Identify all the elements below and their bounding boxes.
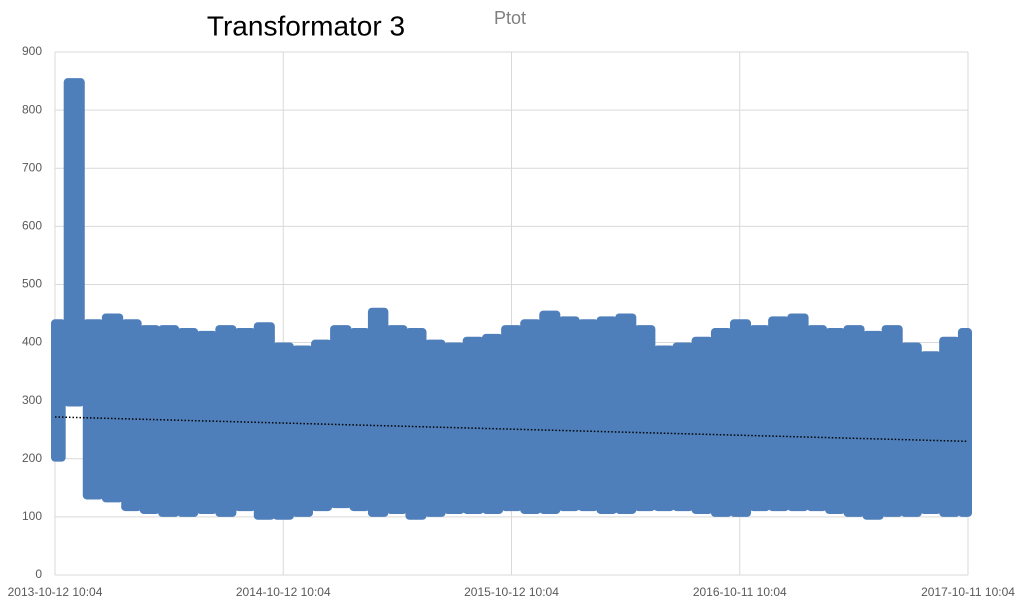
range-bar: [862, 330, 884, 520]
x-tick-label: 2016-10-11 10:04: [693, 585, 787, 599]
range-bar: [482, 333, 504, 514]
range-bar: [749, 325, 771, 512]
x-tick-label: 2015-10-12 10:04: [464, 585, 559, 599]
range-bar: [215, 325, 237, 517]
range-bar: [501, 325, 523, 512]
y-tick-label: 600: [22, 219, 42, 233]
x-tick-label: 2013-10-12 10:04: [8, 585, 103, 599]
range-bar: [349, 328, 370, 512]
range-bar: [121, 319, 142, 512]
range-bar: [291, 345, 314, 517]
x-tick-label: 2014-10-12 10:04: [236, 585, 331, 599]
range-bar: [82, 319, 104, 500]
y-tick-label: 100: [22, 509, 42, 523]
range-bar: [634, 325, 656, 512]
range-bar: [101, 313, 124, 503]
range-bar: [596, 316, 618, 514]
range-bar: [424, 339, 446, 517]
y-tick-label: 700: [22, 160, 42, 174]
range-bar: [577, 319, 599, 512]
range-bar: [768, 316, 790, 512]
y-tick-label: 900: [22, 44, 42, 58]
range-bar: [710, 328, 732, 517]
y-tick-label: 0: [35, 567, 42, 581]
range-bar: [806, 325, 828, 512]
range-bar: [177, 328, 199, 517]
range-bar: [672, 342, 694, 512]
range-bar: [520, 319, 542, 514]
range-bar: [196, 330, 218, 514]
range-bar: [653, 345, 675, 512]
range-bar: [234, 328, 256, 512]
range-bar: [881, 325, 903, 517]
range-bar: [558, 316, 580, 512]
range-bar: [919, 351, 942, 514]
range-bar: [539, 310, 561, 514]
range-bar: [51, 319, 66, 462]
series-name: Ptot: [494, 8, 526, 28]
x-tick-label: 2017-10-11 10:04: [921, 585, 1015, 599]
y-tick-label: 200: [22, 451, 42, 465]
range-bar: [825, 328, 846, 514]
range-bar: [939, 336, 960, 517]
range-bar: [63, 78, 85, 407]
y-tick-label: 400: [22, 335, 42, 349]
range-bar: [253, 322, 275, 520]
range-bar: [311, 339, 333, 512]
range-bar: [330, 325, 352, 509]
range-bar: [900, 342, 922, 517]
range-bar: [691, 336, 713, 514]
chart-title: Transformator 3: [207, 10, 405, 41]
range-bar: [462, 336, 485, 514]
range-bar: [158, 325, 180, 517]
y-tick-label: 300: [22, 393, 42, 407]
range-bar: [386, 325, 408, 514]
range-bar: [405, 328, 427, 520]
range-bar: [615, 313, 637, 514]
range-bar: [367, 307, 389, 517]
range-bar: [729, 319, 752, 517]
range-bar: [957, 328, 972, 517]
y-tick-label: 800: [22, 102, 42, 116]
range-bar: [787, 313, 809, 512]
y-tick-label: 500: [22, 277, 42, 291]
range-bar: [272, 342, 294, 520]
range-bar: [843, 325, 865, 517]
